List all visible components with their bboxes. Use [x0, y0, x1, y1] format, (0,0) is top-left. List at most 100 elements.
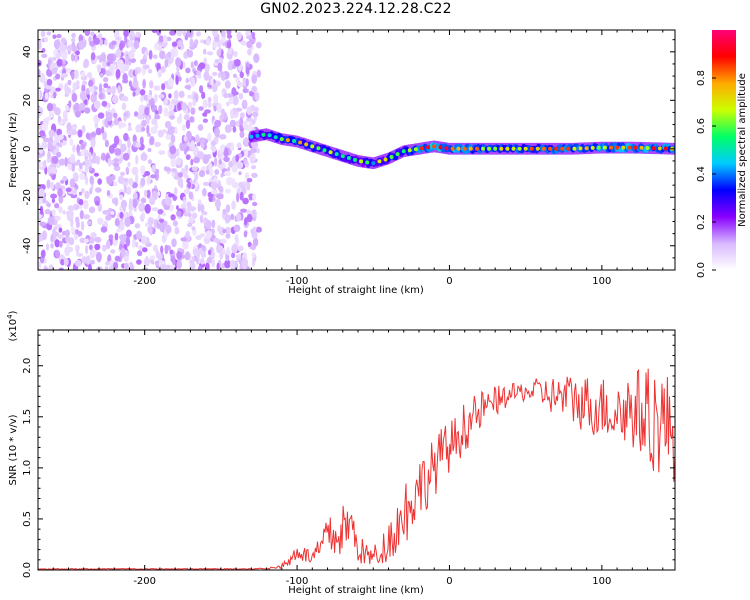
snr-y-axis-label: SNR (10 * v/v): [8, 414, 19, 485]
noise-cell: [135, 124, 142, 133]
noise-cell: [40, 30, 46, 38]
noise-cell: [51, 209, 56, 217]
noise-cell: [246, 209, 252, 215]
ridge-peak: [413, 147, 418, 152]
noise-cell: [94, 236, 102, 243]
noise-cell: [197, 124, 204, 131]
noise-cell: [158, 218, 165, 223]
noise-cell: [56, 58, 63, 67]
noise-cell: [252, 201, 258, 207]
noise-cell: [56, 33, 62, 39]
colorbar-tick-label: 0.0: [696, 262, 707, 278]
noise-cell: [221, 88, 227, 93]
noise-cell: [119, 234, 126, 241]
noise-cell: [250, 244, 256, 251]
noise-cell: [110, 249, 116, 254]
noise-cell: [38, 145, 44, 154]
noise-cell: [123, 184, 127, 194]
noise-cell: [140, 94, 144, 103]
noise-cell: [220, 30, 226, 37]
noise-cell: [240, 208, 248, 213]
noise-cell: [169, 114, 175, 120]
noise-cell: [182, 124, 186, 132]
noise-cell: [79, 102, 86, 111]
noise-cell: [185, 230, 190, 237]
noise-cell: [229, 259, 236, 270]
noise-cell: [103, 83, 109, 89]
noise-cell: [244, 217, 248, 226]
noise-cell: [41, 122, 48, 132]
noise-cell: [75, 204, 80, 210]
ridge-peak: [420, 146, 424, 151]
noise-cell: [79, 237, 86, 244]
noise-cell: [50, 62, 56, 69]
noise-cell: [142, 66, 146, 76]
noise-cell: [253, 53, 260, 64]
noise-cell: [215, 128, 220, 138]
x-tick-label: 0: [446, 576, 452, 587]
noise-cell: [84, 238, 89, 243]
noise-cell: [185, 130, 192, 141]
noise-cell: [72, 82, 78, 91]
noise-cell: [60, 73, 68, 78]
noise-cell: [251, 32, 256, 37]
noise-cell: [144, 203, 151, 214]
noise-cell: [48, 129, 55, 138]
noise-cell: [141, 127, 146, 132]
ridge-peak: [584, 146, 589, 151]
noise-cell: [101, 126, 105, 134]
noise-cell: [80, 143, 86, 150]
noise-cell: [222, 208, 227, 215]
noise-cell: [132, 134, 137, 143]
noise-cell: [132, 79, 139, 89]
noise-cell: [125, 166, 130, 175]
noise-cell: [222, 228, 227, 234]
noise-cell: [38, 200, 43, 205]
noise-cell: [101, 152, 106, 161]
noise-cell: [167, 77, 174, 88]
noise-cell: [175, 57, 182, 67]
noise-cell: [90, 31, 95, 37]
noise-cell: [240, 40, 247, 46]
ridge-peak: [474, 146, 479, 151]
noise-cell: [186, 201, 192, 209]
noise-cell: [246, 213, 253, 223]
noise-cell: [187, 181, 192, 189]
noise-cell: [58, 195, 64, 204]
noise-cell: [190, 107, 196, 115]
noise-cell: [167, 51, 172, 58]
noise-cell: [164, 244, 169, 255]
noise-cell: [153, 93, 158, 103]
ridge-peak: [493, 146, 498, 151]
noise-cell: [57, 234, 64, 240]
noise-cell: [178, 113, 182, 123]
noise-cell: [67, 79, 72, 86]
noise-cell: [115, 228, 122, 233]
noise-cell: [119, 211, 124, 219]
noise-cell: [97, 178, 102, 185]
noise-cell: [128, 80, 132, 87]
noise-cell: [154, 115, 161, 120]
noise-cell: [64, 157, 68, 167]
noise-cell: [171, 41, 178, 47]
ridge-peak: [267, 133, 272, 138]
y-tick-label: 20: [22, 94, 33, 107]
ridge-peak: [468, 146, 473, 151]
noise-cell: [188, 191, 194, 200]
noise-cell: [158, 104, 163, 115]
noise-cell: [226, 176, 233, 186]
noise-cell: [64, 246, 70, 257]
noise-cell: [176, 251, 183, 260]
noise-cell: [177, 102, 182, 111]
noise-cell: [187, 94, 193, 99]
ridge-peak: [456, 146, 461, 151]
noise-cell: [59, 42, 66, 53]
noise-cell: [53, 39, 61, 50]
colorbar-tick-label: 0.2: [696, 214, 707, 230]
noise-cell: [123, 30, 129, 38]
ridge-peak: [487, 146, 492, 151]
ridge-peak: [523, 146, 528, 151]
noise-cell: [127, 126, 133, 132]
noise-cell: [176, 210, 182, 217]
noise-cell: [157, 129, 164, 138]
